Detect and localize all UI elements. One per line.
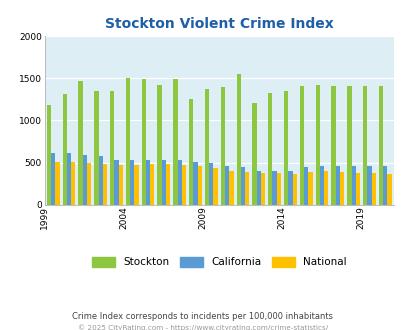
Bar: [386, 174, 391, 205]
Bar: [193, 162, 197, 205]
Bar: [240, 167, 245, 205]
Bar: [299, 85, 303, 205]
Text: © 2025 CityRating.com - https://www.cityrating.com/crime-statistics/: © 2025 CityRating.com - https://www.city…: [78, 324, 327, 330]
Bar: [110, 91, 114, 205]
Bar: [126, 79, 130, 205]
Bar: [339, 172, 343, 205]
Bar: [130, 160, 134, 205]
Bar: [114, 160, 118, 205]
Bar: [150, 164, 154, 205]
Bar: [283, 91, 288, 205]
Title: Stockton Violent Crime Index: Stockton Violent Crime Index: [104, 17, 333, 31]
Bar: [378, 85, 382, 205]
Bar: [197, 166, 201, 205]
Bar: [189, 99, 193, 205]
Bar: [330, 85, 335, 205]
Bar: [362, 85, 367, 205]
Bar: [51, 153, 55, 205]
Bar: [102, 164, 107, 205]
Bar: [161, 160, 166, 205]
Bar: [315, 85, 319, 205]
Bar: [67, 153, 71, 205]
Bar: [256, 171, 260, 205]
Bar: [351, 166, 355, 205]
Bar: [220, 87, 224, 205]
Bar: [355, 173, 359, 205]
Bar: [268, 93, 272, 205]
Bar: [346, 85, 351, 205]
Bar: [276, 174, 280, 205]
Bar: [134, 165, 139, 205]
Bar: [78, 81, 83, 205]
Bar: [245, 172, 249, 205]
Bar: [272, 171, 276, 205]
Bar: [205, 89, 209, 205]
Bar: [288, 171, 292, 205]
Bar: [47, 105, 51, 205]
Bar: [177, 160, 181, 205]
Bar: [173, 79, 177, 205]
Bar: [292, 174, 296, 205]
Bar: [252, 103, 256, 205]
Bar: [382, 166, 386, 205]
Bar: [94, 91, 98, 205]
Bar: [371, 174, 375, 205]
Bar: [260, 173, 264, 205]
Bar: [62, 94, 67, 205]
Bar: [229, 171, 233, 205]
Bar: [367, 166, 371, 205]
Bar: [83, 155, 87, 205]
Bar: [141, 79, 145, 205]
Bar: [209, 163, 213, 205]
Bar: [55, 162, 60, 205]
Bar: [157, 85, 161, 205]
Bar: [213, 168, 217, 205]
Text: Crime Index corresponds to incidents per 100,000 inhabitants: Crime Index corresponds to incidents per…: [72, 312, 333, 321]
Bar: [145, 160, 150, 205]
Bar: [303, 167, 307, 205]
Bar: [181, 165, 185, 205]
Bar: [166, 164, 170, 205]
Bar: [118, 165, 123, 205]
Bar: [323, 171, 328, 205]
Legend: Stockton, California, National: Stockton, California, National: [92, 257, 345, 268]
Bar: [307, 172, 312, 205]
Bar: [87, 163, 91, 205]
Bar: [71, 162, 75, 205]
Bar: [98, 156, 102, 205]
Bar: [319, 166, 323, 205]
Bar: [236, 74, 240, 205]
Bar: [224, 166, 229, 205]
Bar: [335, 166, 339, 205]
